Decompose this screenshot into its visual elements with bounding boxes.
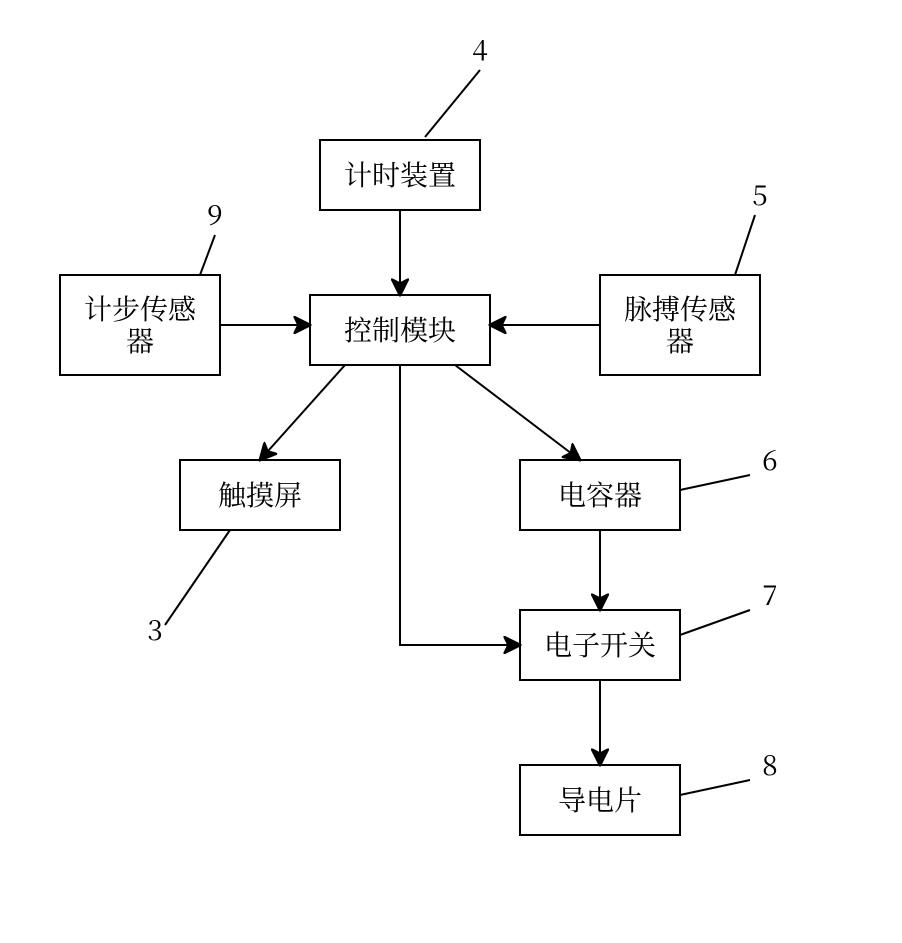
node-number-cap: 6	[762, 439, 777, 479]
edge-ctrl-to-cap	[455, 365, 580, 460]
node-label-pulse-line2: 器	[666, 320, 694, 360]
leader-step	[200, 235, 215, 275]
leader-touch	[165, 530, 230, 625]
edge-ctrl-to-touch	[260, 365, 345, 460]
node-label-touch: 触摸屏	[218, 474, 302, 514]
node-pulse: 脉搏传感器5	[600, 174, 768, 375]
node-touch: 触摸屏 3	[147, 460, 340, 649]
leader-pulse	[735, 215, 755, 275]
node-number-pulse: 5	[752, 174, 767, 214]
flowchart-canvas: 计时装置4计步传感器9控制模块脉搏传感器5触摸屏3电容器6电子开关7导电片8	[0, 0, 902, 943]
edge-ctrl-to-sw	[400, 365, 520, 645]
node-number-cond: 8	[762, 744, 777, 784]
node-cond: 导电片 8	[520, 744, 778, 835]
node-label-cap: 电容器	[558, 474, 642, 514]
node-number-timer: 4	[472, 29, 487, 69]
node-number-sw: 7	[762, 574, 777, 614]
node-label-step-line2: 器	[126, 320, 154, 360]
leader-cap	[680, 475, 750, 490]
node-sw: 电子开关 7	[520, 574, 778, 680]
node-label-ctrl: 控制模块	[344, 309, 456, 349]
leader-sw	[680, 610, 750, 635]
node-label-timer: 计时装置	[344, 154, 456, 194]
leader-timer	[425, 70, 480, 137]
leader-cond	[680, 780, 750, 795]
node-timer: 计时装置 4	[320, 29, 488, 210]
node-step: 计步传感器9	[60, 194, 223, 375]
node-number-step: 9	[207, 194, 222, 234]
node-label-sw: 电子开关	[544, 624, 656, 664]
node-number-touch: 3	[147, 609, 162, 649]
node-ctrl: 控制模块	[310, 295, 490, 365]
node-label-cond: 导电片	[558, 779, 642, 819]
node-cap: 电容器 6	[520, 439, 778, 530]
